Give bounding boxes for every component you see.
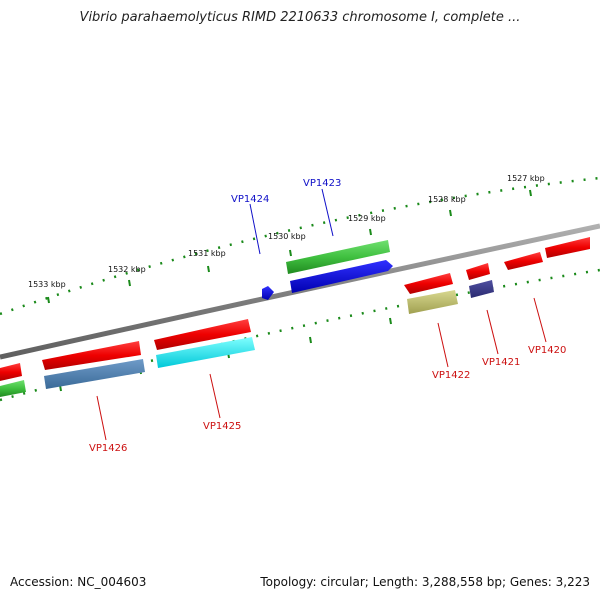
chromosome-backbone: [0, 223, 600, 360]
gene-label-VP1425: VP1425: [203, 421, 241, 432]
tick-label: 1533 kbp: [28, 280, 66, 289]
gene-label-VP1424: VP1424: [231, 194, 269, 205]
gene-label-VP1421: VP1421: [482, 357, 520, 368]
topology-text: Topology: circular; Length: 3,288,558 bp…: [260, 575, 590, 589]
tick-label: 1531 kbp: [188, 249, 226, 258]
gene-VP1420-arrow[interactable]: [504, 237, 590, 270]
partial-gene-left[interactable]: [0, 363, 26, 397]
label-leaders: [96, 188, 547, 441]
tick-label: 1527 kbp: [507, 174, 545, 183]
gene-VP1424-arrow[interactable]: [262, 286, 274, 300]
gene-label-VP1422: VP1422: [432, 370, 470, 381]
gene-label-VP1426: VP1426: [89, 443, 127, 454]
major-ticks: [47, 189, 532, 392]
gene-label-VP1420: VP1420: [528, 345, 566, 356]
tick-label: 1528 kbp: [428, 195, 466, 204]
gene-label-VP1423: VP1423: [303, 178, 341, 189]
map-title: Vibrio parahaemolyticus RIMD 2210633 chr…: [79, 10, 521, 25]
tick-label: 1529 kbp: [348, 214, 386, 223]
tick-label: 1532 kbp: [108, 265, 146, 274]
tick-label: 1530 kbp: [268, 232, 306, 241]
inner-tick-arc: [0, 268, 600, 402]
gene-VP1426-arrow[interactable]: [42, 341, 145, 389]
gene-VP1425-arrow[interactable]: [154, 319, 255, 368]
gene-VP1423-arrow[interactable]: [286, 240, 393, 293]
gene-VP1421-arrow[interactable]: [466, 263, 494, 298]
gene-VP1422-arrow[interactable]: [404, 273, 458, 314]
accession-text: Accession: NC_004603: [10, 575, 147, 589]
outer-tick-arc: [0, 176, 600, 316]
